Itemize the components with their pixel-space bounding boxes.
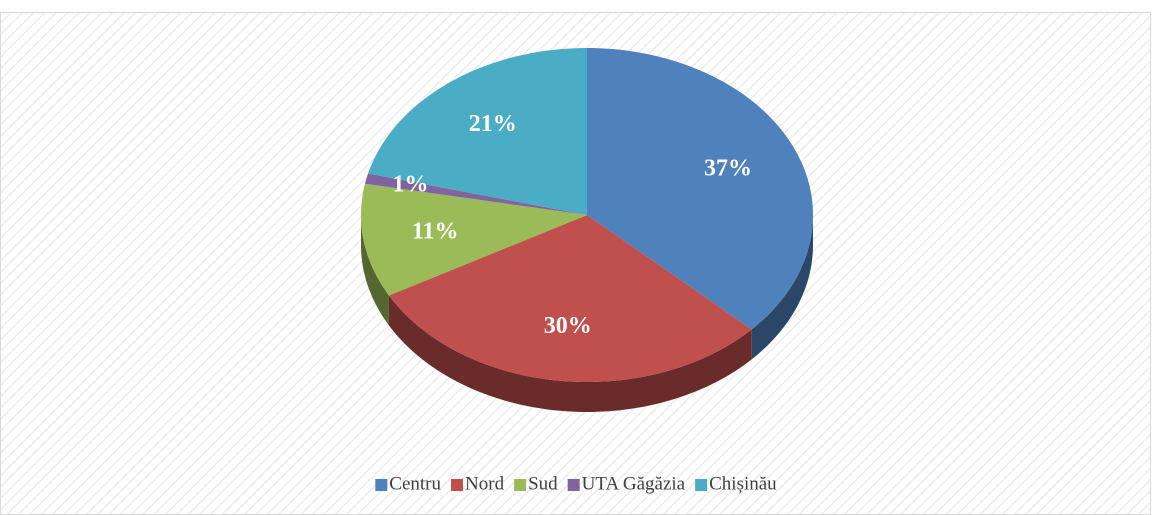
pie-slice bbox=[365, 173, 587, 215]
legend-label: Chișinău bbox=[709, 473, 777, 494]
legend-marker bbox=[695, 479, 708, 491]
legend-marker bbox=[451, 479, 464, 491]
pie-slice bbox=[368, 48, 587, 215]
data-label: 30% bbox=[544, 313, 592, 339]
pie-slice bbox=[388, 215, 752, 382]
legend-marker bbox=[375, 479, 388, 491]
legend-label: UTA Găgăzia bbox=[582, 473, 686, 494]
legend-marker bbox=[567, 479, 580, 491]
pie-side bbox=[388, 295, 752, 412]
legend-label: Centru bbox=[389, 473, 441, 494]
legend-marker bbox=[514, 479, 527, 491]
data-label: 37% bbox=[704, 155, 752, 181]
pie-side bbox=[751, 215, 813, 360]
legend-label: Sud bbox=[528, 473, 558, 494]
pie-slice bbox=[361, 183, 587, 296]
data-label: 1% bbox=[393, 171, 429, 197]
data-label: 21% bbox=[469, 111, 517, 137]
data-label: 11% bbox=[412, 218, 459, 244]
pie-slice bbox=[587, 48, 813, 330]
legend-label: Nord bbox=[465, 473, 505, 494]
pie-side bbox=[361, 215, 389, 326]
